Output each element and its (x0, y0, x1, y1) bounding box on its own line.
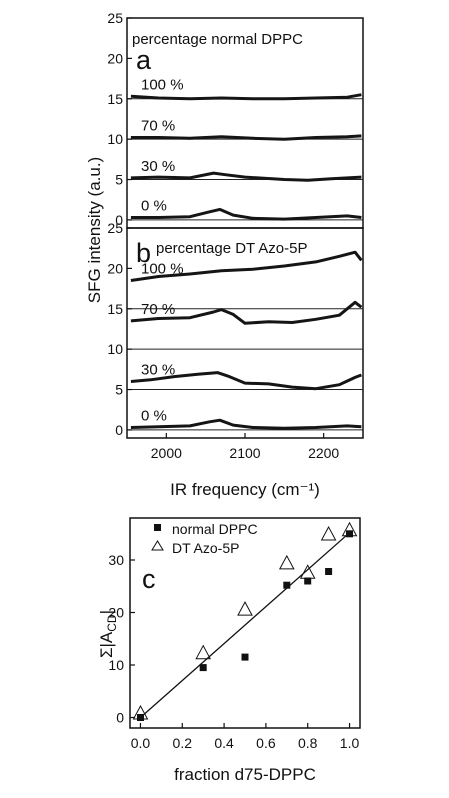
data-point-normal-dppc (283, 581, 291, 589)
series-line (130, 250, 363, 282)
legend-marker-dt-azo-5p (151, 540, 164, 551)
y-tick-label: 10 (107, 341, 123, 357)
series-label: 70 % (141, 301, 175, 318)
data-point-normal-dppc (325, 568, 333, 575)
y-tick-label: 15 (107, 91, 123, 107)
data-point-normal-dppc (199, 664, 207, 672)
panel-c-frame (129, 517, 361, 729)
data-point-dt-azo-5p (132, 704, 149, 720)
data-point-normal-dppc (304, 577, 312, 585)
series-label: 30 % (141, 158, 175, 175)
y-tick-label: 30 (108, 552, 124, 568)
series-line (130, 418, 362, 430)
y-tick-label: 0 (115, 212, 123, 228)
data-point-dt-azo-5p (320, 525, 337, 541)
y-axis-label-c: Σ|ACD| (97, 610, 119, 658)
series-line (130, 207, 362, 221)
y-tick-label: 10 (108, 657, 124, 673)
series-label: 70 % (141, 118, 175, 135)
panel-a-title: percentage normal DPPC (132, 31, 303, 48)
x-tick-label: 0.0 (131, 735, 151, 751)
data-point-dt-azo-5p (299, 564, 316, 579)
series-line (130, 171, 362, 182)
x-tick-label: 0.4 (214, 735, 234, 751)
data-point-normal-dppc (137, 714, 144, 721)
x-tick-label: 0.6 (256, 735, 276, 751)
x-tick-label: 0.2 (173, 735, 193, 751)
legend-label-dt-azo-5p: DT Azo-5P (172, 540, 239, 556)
series-label: 100 % (141, 76, 184, 93)
legend-label-normal-dppc: normal DPPC (172, 521, 258, 537)
panel-label-a: a (136, 45, 152, 75)
panel-label-c: c (142, 564, 156, 594)
x-tick-label: 2100 (229, 445, 260, 461)
x-tick-label: 2000 (151, 445, 182, 461)
x-tick-label: 2200 (308, 445, 339, 461)
series-line (130, 93, 362, 101)
panel-b-title: percentage DT Azo-5P (156, 240, 307, 257)
data-point-normal-dppc (241, 653, 249, 661)
y-tick-label: 20 (107, 260, 123, 276)
panel-label-b: b (136, 238, 151, 268)
y-tick-label: 5 (115, 382, 123, 398)
data-point-dt-azo-5p (195, 644, 212, 660)
data-point-dt-azo-5p (341, 521, 358, 537)
y-tick-label: 25 (107, 220, 123, 236)
panel-b: 0 5 10 15 20 25 2000 2100 2200 100 % 70 % 30 % 0 %… (107, 220, 364, 461)
y-axis-label-ab: SFG intensity (a.u.) (85, 157, 104, 303)
series-line (130, 134, 362, 141)
series-label: 100 % (141, 261, 184, 278)
data-point-dt-azo-5p (278, 554, 295, 570)
x-axis-label-c: fraction d75-DPPC (174, 765, 316, 784)
y-tick-label: 0 (115, 422, 123, 438)
legend-marker-normal-dppc (154, 524, 161, 531)
y-tick-label: 0 (116, 710, 124, 726)
series-label: 0 % (141, 408, 167, 425)
data-point-dt-azo-5p (237, 601, 253, 616)
x-tick-label: 0.8 (298, 735, 318, 751)
series-line (130, 300, 363, 325)
fit-line (140, 532, 350, 718)
panel-a: 0 5 10 15 20 25 100 % 70 % 30 % 0 % a percentage… (107, 10, 364, 229)
series-label: 30 % (141, 362, 175, 379)
panel-c: 0.0 0.2 0.4 0.6 0.8 1.0 0 10 20 30 normal DPPC D… (97, 517, 361, 784)
x-axis-label-b: IR frequency (cm⁻¹) (170, 480, 320, 499)
legend: normal DPPC DT Azo-5P (151, 521, 258, 556)
y-tick-label: 20 (107, 50, 123, 66)
y-tick-label: 25 (107, 10, 123, 26)
y-tick-label: 15 (107, 301, 123, 317)
data-point-normal-dppc (346, 530, 353, 538)
series-line (130, 371, 362, 391)
x-tick-label: 1.0 (340, 735, 360, 751)
y-tick-label: 10 (107, 131, 123, 147)
y-tick-label: 20 (108, 605, 124, 621)
y-tick-label: 5 (115, 172, 123, 188)
series-label: 0 % (141, 198, 167, 215)
